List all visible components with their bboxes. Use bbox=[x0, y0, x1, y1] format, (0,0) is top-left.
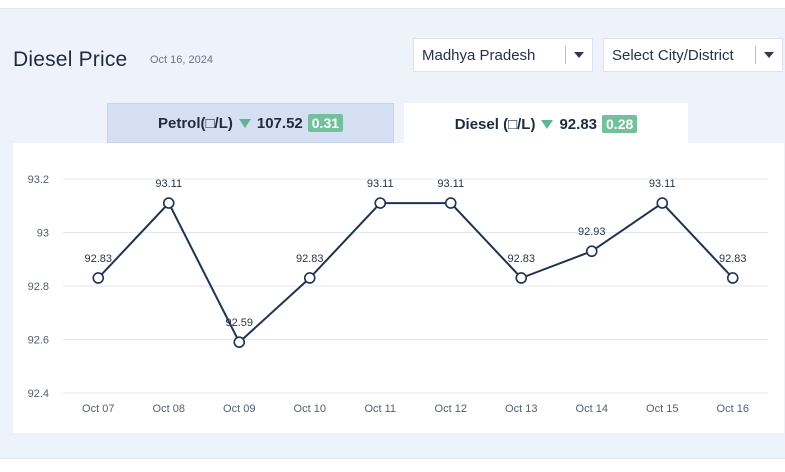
tab-petrol[interactable]: Petrol(□/L) 107.52 0.31 bbox=[107, 103, 394, 143]
data-label: 92.83 bbox=[84, 253, 112, 265]
y-tick-label: 93.2 bbox=[28, 174, 49, 186]
data-label: 92.59 bbox=[225, 317, 253, 329]
top-strip bbox=[0, 0, 785, 9]
data-point bbox=[374, 197, 387, 209]
data-label: 92.83 bbox=[719, 253, 747, 265]
data-point bbox=[303, 272, 316, 284]
chart-panel: 92.4 92.6 92.8 93 93.2 Oct 07 Oct 08 Oct 09 Oct … bbox=[13, 143, 784, 433]
data-label: 93.11 bbox=[367, 178, 394, 190]
tab-diesel-label: Diesel (□/L) bbox=[454, 115, 536, 133]
data-point bbox=[656, 197, 669, 209]
state-select-value: Madhya Pradesh bbox=[422, 46, 536, 64]
tab-petrol-change-badge: 0.31 bbox=[307, 114, 344, 132]
data-label: 92.93 bbox=[578, 226, 606, 238]
x-tick-label: Oct 10 bbox=[294, 403, 326, 415]
data-point bbox=[162, 197, 175, 209]
y-tick-label: 92.8 bbox=[28, 281, 49, 293]
data-label: 93.11 bbox=[155, 178, 182, 190]
x-tick-label: Oct 14 bbox=[576, 403, 608, 415]
bottom-strip bbox=[0, 458, 785, 472]
data-label: 93.11 bbox=[649, 178, 676, 190]
data-point bbox=[233, 336, 246, 348]
data-point bbox=[92, 272, 105, 284]
down-arrow-icon bbox=[541, 119, 554, 129]
city-select-value: Select City/District bbox=[612, 46, 734, 64]
y-tick-label: 93 bbox=[37, 228, 49, 240]
data-point bbox=[444, 197, 457, 209]
x-tick-label: Oct 09 bbox=[223, 403, 255, 415]
x-tick-label: Oct 08 bbox=[153, 403, 185, 415]
page-title: Diesel Price bbox=[13, 48, 128, 71]
chevron-down-icon[interactable] bbox=[756, 52, 782, 58]
page-date: Oct 16, 2024 bbox=[150, 54, 213, 66]
data-label: 92.83 bbox=[296, 253, 324, 265]
tab-diesel[interactable]: Diesel (□/L) 92.83 0.28 bbox=[404, 103, 688, 145]
x-tick-label: Oct 12 bbox=[435, 403, 467, 415]
x-tick-label: Oct 15 bbox=[646, 403, 678, 415]
data-point bbox=[726, 272, 739, 284]
y-tick-label: 92.6 bbox=[28, 335, 49, 347]
down-arrow-icon bbox=[238, 118, 251, 128]
state-select[interactable]: Madhya Pradesh bbox=[413, 38, 593, 72]
tab-diesel-price: 92.83 bbox=[559, 115, 598, 133]
x-tick-label: Oct 16 bbox=[717, 403, 749, 415]
tab-petrol-price: 107.52 bbox=[256, 114, 303, 132]
city-select[interactable]: Select City/District bbox=[603, 38, 783, 72]
tab-diesel-change-badge: 0.28 bbox=[602, 115, 638, 133]
data-label: 93.11 bbox=[437, 178, 464, 190]
select-divider bbox=[755, 46, 756, 64]
data-point bbox=[515, 272, 528, 284]
data-label: 92.83 bbox=[507, 253, 535, 265]
x-tick-label: Oct 11 bbox=[364, 403, 396, 415]
y-tick-label: 92.4 bbox=[28, 388, 49, 400]
select-divider bbox=[565, 46, 566, 64]
tab-petrol-label: Petrol(□/L) bbox=[157, 114, 233, 132]
chevron-down-icon[interactable] bbox=[566, 52, 592, 58]
price-line-chart: 92.4 92.6 92.8 93 93.2 Oct 07 Oct 08 Oct 09 Oct … bbox=[28, 174, 768, 415]
series-line bbox=[97, 202, 734, 344]
x-tick-label: Oct 07 bbox=[82, 403, 114, 415]
x-tick-label: Oct 13 bbox=[505, 403, 537, 415]
data-point bbox=[585, 245, 598, 258]
